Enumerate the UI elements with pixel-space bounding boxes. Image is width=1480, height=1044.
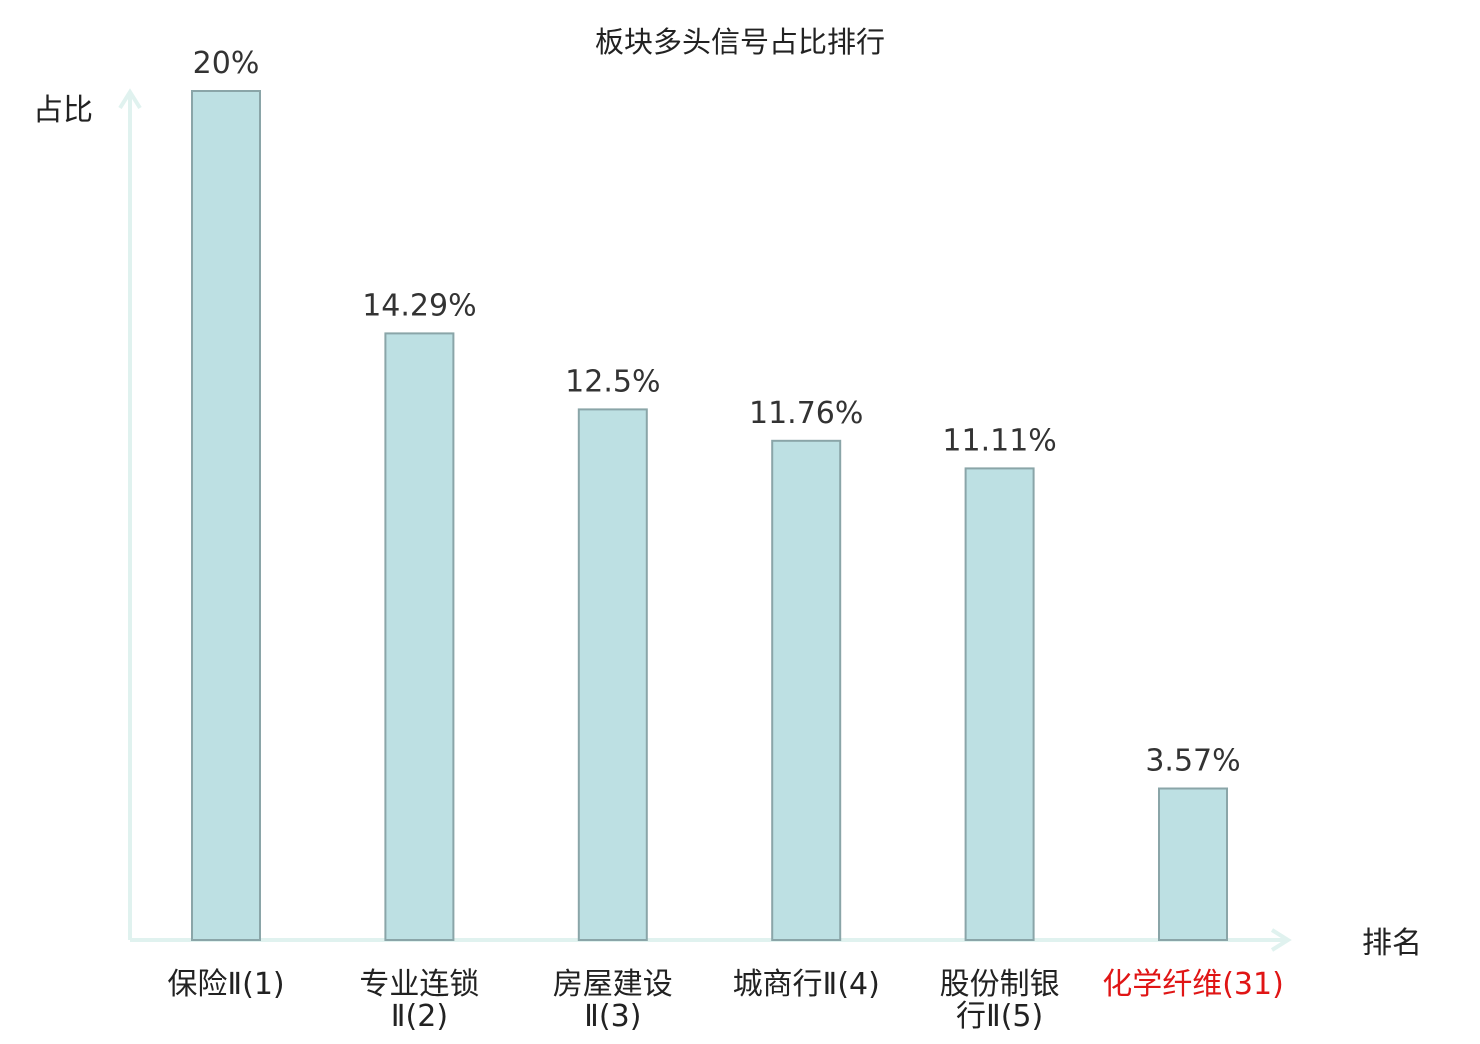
- y-axis-arrow: [118, 88, 142, 110]
- bar-1: [191, 90, 261, 941]
- tick-label-3-line-2: Ⅱ(3): [584, 999, 641, 1034]
- tick-label-3-line-1: 房屋建设: [553, 967, 673, 1002]
- tick-label-5-line-1: 股份制银: [940, 967, 1060, 1002]
- bars-group: [191, 90, 1228, 941]
- tick-label-6: 化学纤维(31): [1102, 967, 1284, 1002]
- tick-label-2-line-1: 专业连锁: [359, 967, 479, 1002]
- value-label-3: 12.5%: [565, 364, 660, 399]
- x-axis-label: 排名: [1362, 926, 1422, 961]
- bar-3: [577, 408, 648, 941]
- tick-label-2-line-2: Ⅱ(2): [391, 999, 448, 1034]
- value-label-4: 11.76%: [749, 396, 863, 431]
- bar-2: [384, 332, 455, 941]
- axes: [118, 88, 1292, 952]
- bar-4: [771, 439, 842, 941]
- bar-5: [964, 467, 1035, 941]
- x-axis-arrow: [1270, 928, 1292, 952]
- tick-label-4: 城商行Ⅱ(4): [733, 967, 880, 1002]
- value-labels-group: 20% 14.29% 12.5% 11.76% 11.11% 3.57%: [193, 46, 1241, 779]
- tick-label-1: 保险Ⅱ(1): [167, 967, 284, 1002]
- value-label-6: 3.57%: [1145, 744, 1240, 779]
- value-label-1: 20%: [193, 46, 260, 81]
- bar-6: [1158, 787, 1228, 941]
- value-label-2: 14.29%: [362, 288, 476, 323]
- y-axis-label: 占比: [33, 93, 93, 128]
- value-label-5: 11.11%: [942, 423, 1056, 458]
- tick-label-5-line-2: 行Ⅱ(5): [956, 999, 1043, 1034]
- chart-title: 板块多头信号占比排行: [595, 25, 885, 59]
